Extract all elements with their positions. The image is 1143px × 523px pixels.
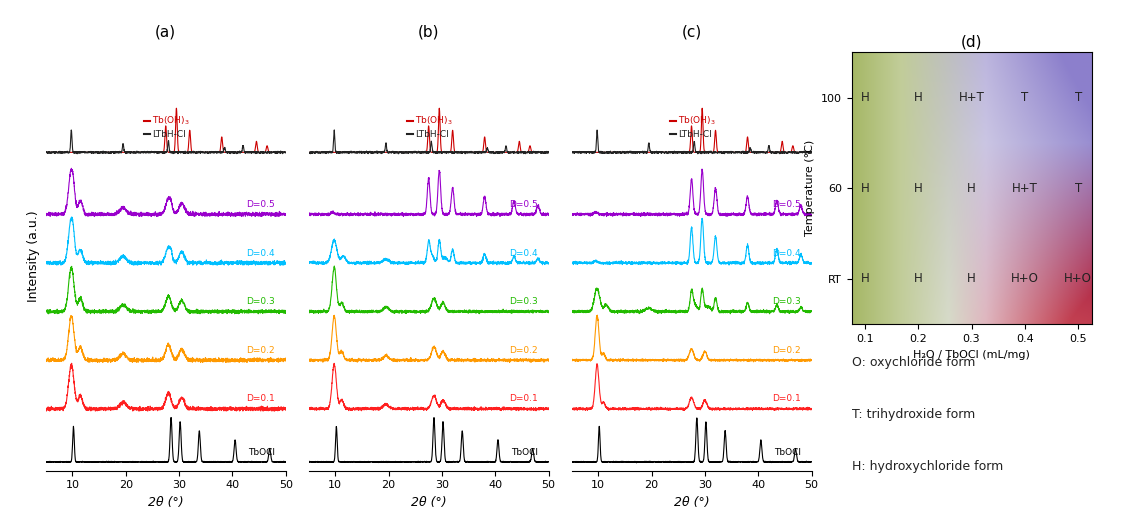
Text: Tb(OH)$_3$: Tb(OH)$_3$	[678, 115, 716, 127]
Text: D=0.5: D=0.5	[510, 200, 538, 209]
Text: H+O: H+O	[1010, 272, 1039, 286]
Text: Tb(OH)$_3$: Tb(OH)$_3$	[152, 115, 190, 127]
Text: LTbH-Cl: LTbH-Cl	[152, 130, 186, 139]
Text: Tb(OH)$_3$: Tb(OH)$_3$	[415, 115, 453, 127]
Text: D=0.3: D=0.3	[773, 297, 801, 306]
Text: H: H	[967, 272, 976, 286]
Title: (c): (c)	[681, 24, 702, 39]
Text: H+T: H+T	[959, 91, 984, 104]
Text: O: oxychloride form: O: oxychloride form	[852, 356, 975, 369]
Text: H: H	[967, 182, 976, 195]
Text: D=0.4: D=0.4	[247, 248, 275, 258]
Text: H: hydroxychloride form: H: hydroxychloride form	[852, 460, 1002, 473]
Text: D=0.1: D=0.1	[510, 394, 538, 404]
Title: (b): (b)	[418, 24, 439, 39]
Text: H+O: H+O	[1064, 272, 1093, 286]
Text: D=0.3: D=0.3	[510, 297, 538, 306]
Text: TbOCl: TbOCl	[774, 448, 801, 457]
Text: T: T	[1074, 182, 1082, 195]
Text: TbOCl: TbOCl	[511, 448, 538, 457]
Text: H: H	[861, 182, 869, 195]
X-axis label: 2θ (°): 2θ (°)	[410, 496, 447, 509]
Text: D=0.4: D=0.4	[510, 248, 538, 258]
Text: D=0.5: D=0.5	[247, 200, 275, 209]
Text: D=0.4: D=0.4	[773, 248, 801, 258]
Text: T: T	[1021, 91, 1029, 104]
Text: T: T	[1074, 91, 1082, 104]
Text: D=0.3: D=0.3	[247, 297, 275, 306]
Text: H: H	[914, 91, 922, 104]
Y-axis label: Intensity (a.u.): Intensity (a.u.)	[27, 210, 40, 302]
Text: H+T: H+T	[1012, 182, 1038, 195]
Text: LTbH-Cl: LTbH-Cl	[415, 130, 449, 139]
Title: (a): (a)	[155, 24, 176, 39]
Y-axis label: Temperature (°C): Temperature (°C)	[806, 140, 815, 236]
Text: D=0.2: D=0.2	[247, 346, 275, 355]
Text: D=0.5: D=0.5	[773, 200, 801, 209]
Text: D=0.2: D=0.2	[773, 346, 801, 355]
X-axis label: 2θ (°): 2θ (°)	[673, 496, 710, 509]
Text: T: trihydroxide form: T: trihydroxide form	[852, 408, 975, 421]
Text: LTbH-Cl: LTbH-Cl	[678, 130, 712, 139]
Text: D=0.1: D=0.1	[773, 394, 801, 404]
Text: H: H	[861, 272, 869, 286]
Text: H: H	[914, 182, 922, 195]
Text: H: H	[914, 272, 922, 286]
Title: (d): (d)	[961, 35, 982, 50]
X-axis label: 2θ (°): 2θ (°)	[147, 496, 184, 509]
X-axis label: H₂O / TbOCl (mL/mg): H₂O / TbOCl (mL/mg)	[913, 349, 1030, 359]
Text: H: H	[861, 91, 869, 104]
Text: TbOCl: TbOCl	[248, 448, 275, 457]
Text: D=0.1: D=0.1	[247, 394, 275, 404]
Text: D=0.2: D=0.2	[510, 346, 538, 355]
